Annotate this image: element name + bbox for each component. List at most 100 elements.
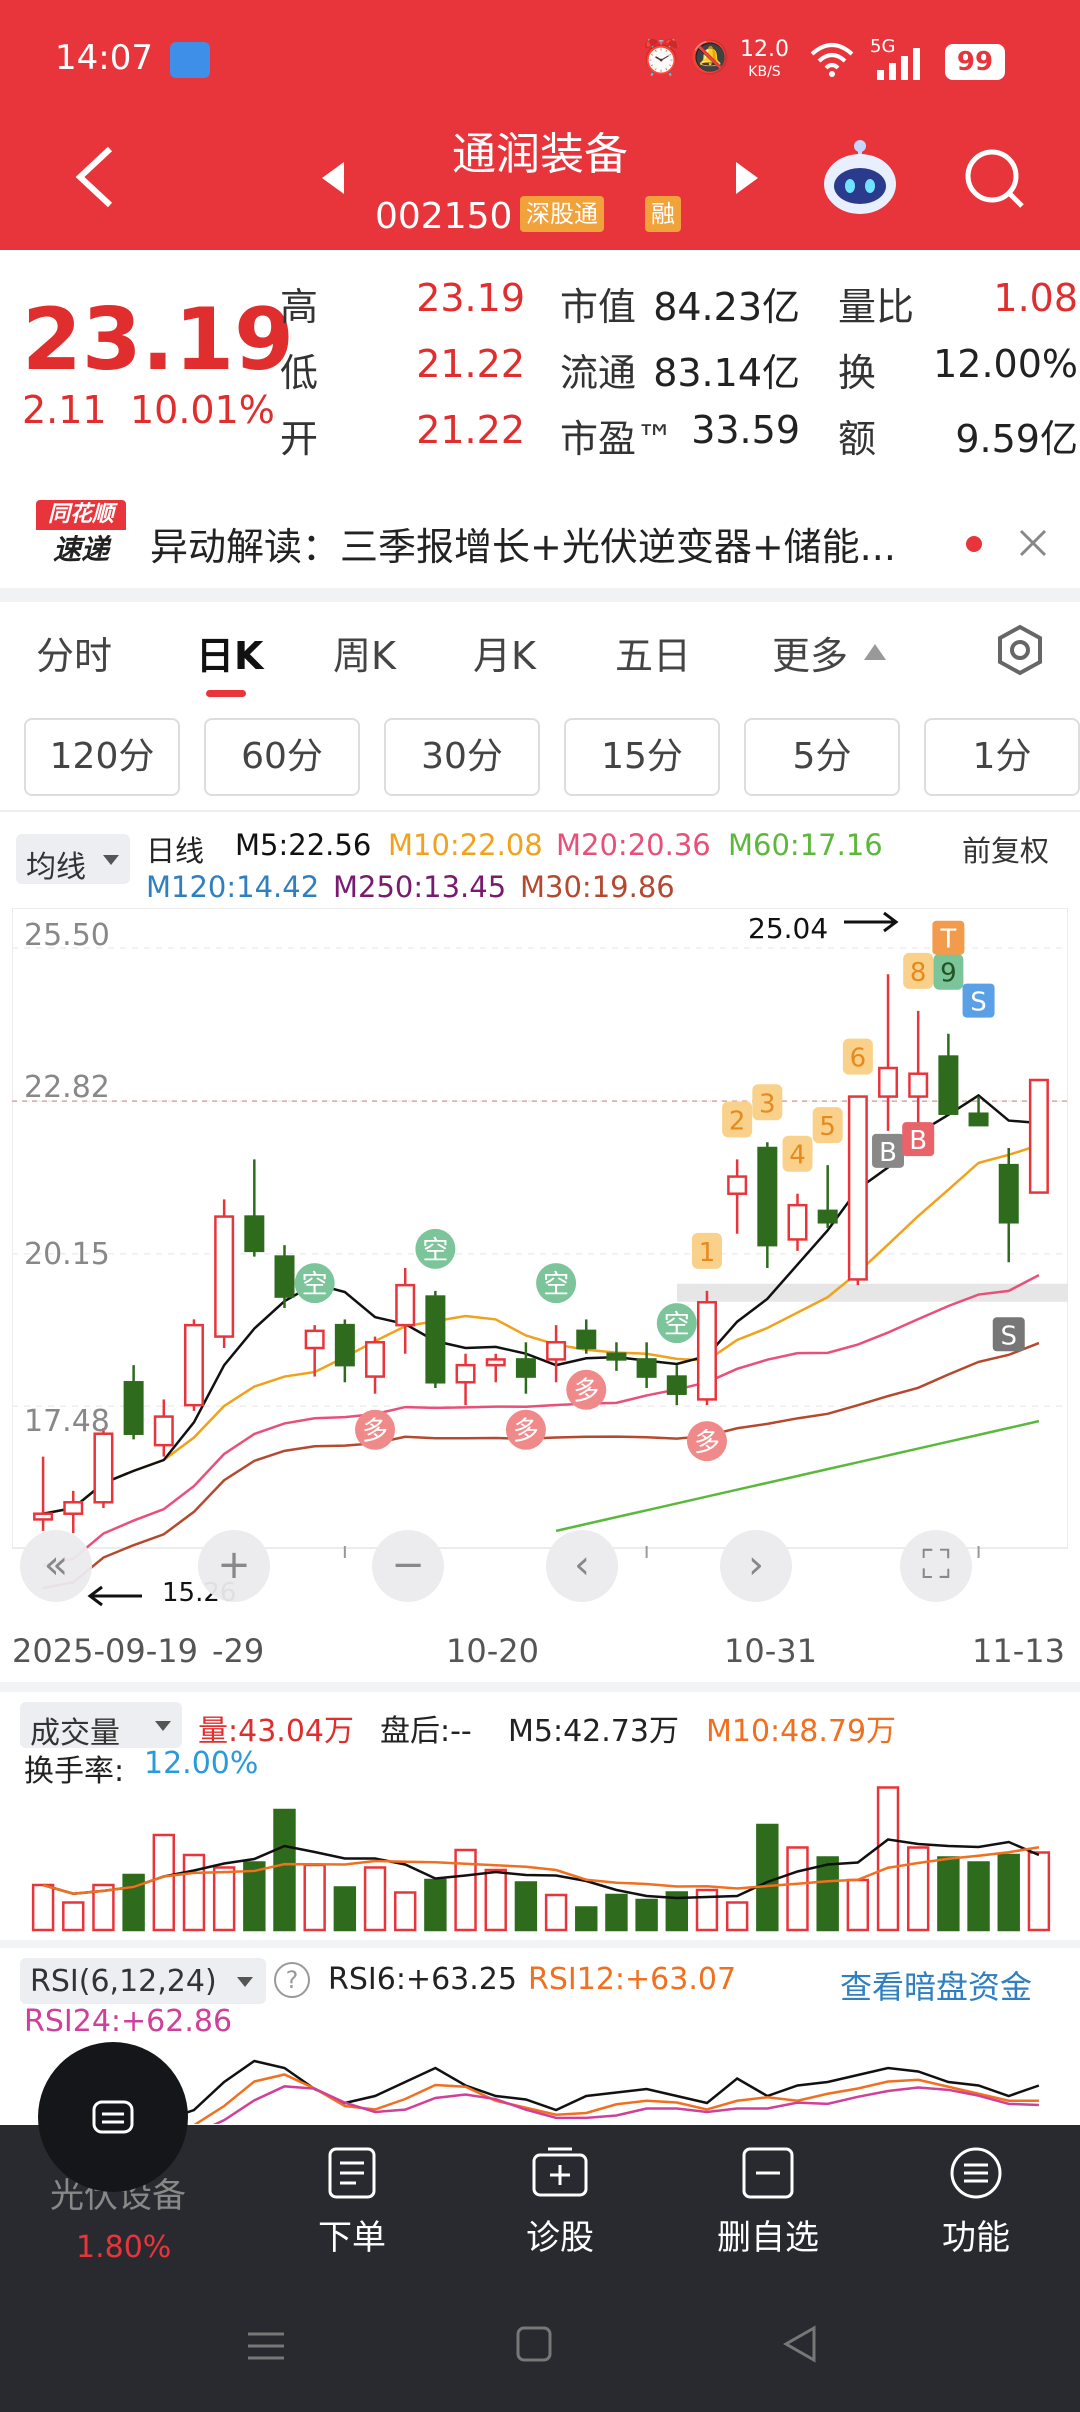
volume-bar [967,1861,990,1932]
high-value: 23.19 [416,276,525,320]
zoom-in-icon[interactable]: + [198,1530,270,1602]
candle-body [214,1215,235,1338]
ma10-value: M10:22.08 [388,828,543,862]
ma250-value: M250:13.45 [333,870,507,904]
turnover-rate-label: 换手率: [24,1754,125,1789]
network-type: 5G [870,36,896,57]
candle-body [576,1329,597,1350]
float-value: 83.14亿 [653,351,800,395]
volume-bar [363,1866,387,1932]
high-mark-label: 25.04 [748,912,829,945]
arrow-left-icon [87,1585,142,1607]
volume-bar [92,1883,115,1932]
dark-pool-link[interactable]: 查看暗盘资金 [840,1968,1033,2006]
tab-five-day[interactable]: 五日 [615,634,692,678]
candle-body [274,1255,295,1298]
zoom-out-icon[interactable]: − [372,1530,444,1602]
search-icon[interactable] [962,146,1028,212]
floating-assistant-button[interactable] [38,2042,188,2192]
tab-intraday[interactable]: 分时 [36,634,113,678]
home-icon[interactable] [514,2324,554,2364]
remove-watchlist-button[interactable]: 删自选 [706,2145,830,2259]
back-arrow-icon[interactable] [70,145,120,209]
volume-bar [454,1848,477,1932]
candle-body [666,1375,687,1395]
t-marker [932,920,965,955]
function-label: 功能 [942,2218,1010,2258]
fullscreen-icon[interactable]: ⛶ [900,1530,972,1602]
period-15min-button[interactable]: 15分 [564,718,720,796]
alarm-icon: ⏰ [640,38,683,78]
volume-bar [393,1891,417,1932]
volume-bar [786,1846,809,1932]
chevron-down-icon [103,855,119,865]
marker-label: 空 [664,1310,690,1340]
rsi24-value: RSI24:+62.86 [24,2004,233,2039]
next-stock-icon[interactable] [732,160,762,196]
volume-bar [816,1856,839,1932]
ma-selector-dropdown[interactable]: 均线 [16,834,130,885]
volume-bar [635,1898,658,1932]
tab-weekly-k[interactable]: 周K [333,634,396,678]
candle-body [123,1381,144,1435]
double-left-icon[interactable]: « [20,1530,92,1602]
x-tick-label: 10-20 [446,1632,539,1670]
volume-bar [303,1863,326,1932]
candle-body [485,1358,506,1367]
prev-stock-icon[interactable] [318,160,348,196]
turnover-label: 换 [838,351,877,395]
candle-body [515,1358,536,1378]
volume-bar [212,1866,236,1932]
period-5min-button[interactable]: 5分 [744,718,900,796]
vol-ma5-value: M5:42.73万 [508,1714,679,1749]
chevron-left-icon[interactable]: ‹ [546,1530,618,1602]
long-marker [566,1369,607,1410]
y-tick-label: 25.50 [24,918,110,953]
top-header: 14:07 ⏰ 🔕 12.0 KB/S 5G 99 通润装备 002150 深股… [0,0,1080,250]
high-label: 高 [280,285,319,329]
settings-icon[interactable] [994,624,1046,676]
marker-label: 空 [422,1236,448,1266]
chevron-right-icon[interactable]: › [720,1530,792,1602]
candle-body [606,1352,627,1361]
rsi-chart [42,2059,1040,2124]
diagnose-button[interactable]: 诊股 [508,2145,612,2259]
ma5-value: M5:22.56 [235,828,372,862]
period-120min-button[interactable]: 120分 [24,718,180,796]
robot-assistant-icon[interactable] [820,138,900,218]
recent-apps-icon[interactable] [246,2326,286,2366]
period-30min-button[interactable]: 30分 [384,718,540,796]
volume-bar [182,1853,206,1932]
menu-circle-icon [950,2147,1002,2199]
back-icon[interactable] [780,2324,820,2364]
ma20-line [42,1274,1040,1567]
function-button[interactable]: 功能 [924,2145,1028,2259]
after-hours-value: 盘后:-- [380,1714,472,1749]
adjust-mode-button[interactable]: 前复权 [962,834,1050,868]
count-marker [752,1084,783,1121]
speed-value: 12.0 [740,37,789,62]
volume-bar [514,1881,538,1932]
low-value: 21.22 [416,342,525,386]
volume-selector-dropdown[interactable]: 成交量 [20,1702,182,1751]
marker-label: S [1000,1321,1017,1351]
mute-icon: 🔕 [690,38,730,76]
ma120-value: M120:14.42 [146,870,320,904]
help-icon[interactable]: ? [274,1962,310,1998]
period-60min-button[interactable]: 60分 [204,718,360,796]
volume-bar [544,1893,568,1932]
order-button[interactable]: 下单 [300,2145,404,2259]
news-ticker[interactable]: 同花顺 速递 异动解读：三季报增长+光伏逆变器+储能... [0,488,1080,588]
rsi-selector-dropdown[interactable]: RSI(6,12,24) [20,1958,266,2004]
period-1min-button[interactable]: 1分 [924,718,1080,796]
news-text[interactable]: 异动解读：三季报增长+光伏逆变器+储能... [150,525,896,569]
last-price: 23.19 [22,290,295,390]
tab-daily-k[interactable]: 日K [196,634,264,678]
tab-monthly-k[interactable]: 月K [473,634,536,678]
close-icon[interactable] [1018,528,1048,558]
marker-label: 2 [729,1106,746,1136]
wifi-icon [810,43,854,77]
tab-more[interactable]: 更多 [772,634,849,678]
candle-body [304,1329,325,1350]
